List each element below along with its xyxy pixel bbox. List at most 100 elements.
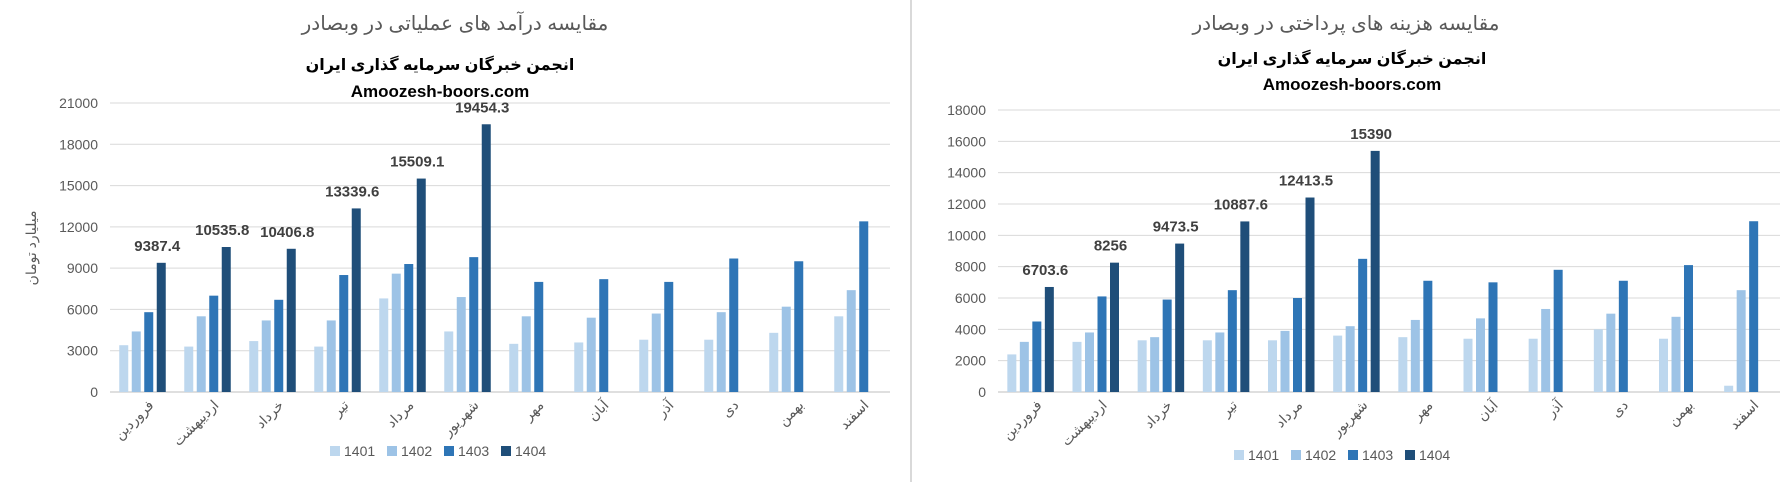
- legend-swatch: [387, 446, 397, 456]
- revenue-chart: مقایسه درآمد های عملیاتی در وبصادر انجمن…: [23, 10, 890, 459]
- bar-1403: [1423, 280, 1433, 392]
- legend: 1401 1402 1403 1404: [330, 443, 546, 459]
- x-tick-label: اردیبهشت: [170, 397, 223, 450]
- y-tick-label: 0: [978, 384, 986, 400]
- bar-1401: [1463, 338, 1473, 392]
- x-tick-label: تیر: [1217, 397, 1241, 421]
- data-label: 13339.6: [325, 183, 379, 200]
- bar-1402: [586, 317, 596, 392]
- bar-1402: [326, 320, 336, 392]
- bar-1402: [131, 331, 141, 392]
- bar-1403: [599, 279, 609, 392]
- bar-1401: [1072, 341, 1082, 392]
- bar-1402: [1150, 337, 1160, 392]
- legend-label: 1403: [458, 443, 489, 459]
- bar-1403: [729, 258, 739, 392]
- x-tick-label: مهر: [1408, 397, 1436, 425]
- bar-1402: [781, 306, 791, 392]
- bar-1404: [1305, 197, 1315, 392]
- legend-swatch: [1405, 450, 1415, 460]
- data-label: 6703.6: [1022, 262, 1068, 279]
- bar-1402: [1736, 290, 1746, 392]
- chart-watermark: Amoozesh-boors.com: [351, 82, 530, 101]
- bar-1402: [1671, 316, 1681, 392]
- x-tick-label: آذر: [1542, 396, 1567, 421]
- bar-1401: [1137, 340, 1147, 392]
- y-tick-label: 21000: [59, 95, 98, 111]
- data-label: 10887.6: [1214, 196, 1268, 213]
- expense-chart: مقایسه هزینه های پرداختی در وبصادر انجمن…: [947, 13, 1780, 463]
- bar-1404: [1110, 262, 1119, 392]
- legend-swatch: [1291, 450, 1301, 460]
- legend-label: 1402: [401, 443, 432, 459]
- bar-1403: [1293, 298, 1302, 392]
- bar-1401: [1659, 338, 1668, 392]
- legend-swatch: [501, 446, 511, 456]
- legend-label: 1403: [1362, 447, 1393, 463]
- bar-1401: [1268, 340, 1277, 392]
- bar-1402: [1410, 319, 1420, 392]
- bar-1404: [156, 262, 166, 392]
- bar-1402: [1541, 308, 1551, 392]
- bar-1403: [404, 264, 414, 392]
- bar-1402: [196, 316, 206, 392]
- bar-1403: [1032, 321, 1042, 392]
- bar-1402: [846, 290, 856, 392]
- bar-1404: [351, 208, 361, 392]
- bar-1403: [859, 221, 869, 392]
- bar-1402: [651, 313, 661, 392]
- bar-1404: [1370, 150, 1380, 392]
- y-tick-label: 3000: [67, 343, 98, 359]
- bar-1402: [521, 316, 531, 392]
- bar-1403: [1684, 265, 1693, 392]
- bar-1403: [664, 281, 674, 392]
- x-tick-label: اسفند: [836, 397, 872, 433]
- bar-1401: [1724, 385, 1734, 392]
- data-label: 19454.3: [455, 99, 509, 116]
- bar-1402: [716, 312, 726, 392]
- bar-1403: [794, 261, 804, 392]
- bar-1401: [704, 339, 714, 392]
- chart-title: مقایسه درآمد های عملیاتی در وبصادر: [301, 10, 609, 35]
- chart-watermark: Amoozesh-boors.com: [1263, 75, 1442, 94]
- x-tick-label: آذر: [653, 396, 678, 421]
- bar-1401: [379, 298, 389, 392]
- bar-1401: [119, 345, 129, 392]
- y-tick-label: 0: [90, 384, 98, 400]
- bar-1404: [1044, 286, 1054, 392]
- bar-1403: [534, 281, 544, 392]
- bar-1403: [1618, 280, 1628, 392]
- bar-1401: [184, 346, 194, 392]
- legend-label: 1401: [344, 443, 375, 459]
- bar-1402: [1280, 330, 1290, 392]
- data-label: 9473.5: [1153, 219, 1199, 236]
- y-tick-label: 9000: [67, 260, 98, 276]
- x-tick-label: بهمن: [1664, 397, 1697, 430]
- y-tick-label: 8000: [955, 259, 986, 275]
- x-tick-label: اسفند: [1726, 397, 1762, 433]
- legend: 1401 1402 1403 1404: [1234, 447, 1450, 463]
- bar-1402: [456, 297, 466, 392]
- plot-area: 0 3000 6000 9000 12000 15000 18000 21000 9387.4 ف…: [59, 95, 890, 459]
- y-tick-label: 6000: [67, 301, 98, 317]
- bar-1402: [1019, 341, 1029, 392]
- x-tick-label: آبان: [585, 396, 613, 424]
- legend-swatch: [330, 446, 340, 456]
- bar-1402: [1476, 318, 1485, 392]
- legend-label: 1402: [1305, 447, 1336, 463]
- revenue-chart-panel: مقایسه درآمد های عملیاتی در وبصادر انجمن…: [23, 10, 890, 459]
- x-tick-label: مرداد: [1272, 397, 1306, 431]
- x-tick-label: اردیبهشت: [1058, 397, 1111, 450]
- y-tick-label: 4000: [955, 321, 986, 337]
- bar-1404: [221, 247, 231, 392]
- x-tick-label: بهمن: [775, 397, 808, 430]
- y-tick-label: 16000: [947, 133, 986, 149]
- x-tick-label: خرداد: [1141, 397, 1176, 432]
- bar-1403: [274, 299, 284, 392]
- bar-1401: [1398, 337, 1408, 392]
- data-label: 10406.8: [260, 224, 314, 241]
- bar-1403: [209, 295, 219, 392]
- x-tick-label: مرداد: [383, 397, 417, 431]
- bar-1401: [834, 316, 844, 392]
- data-label: 8256: [1094, 238, 1127, 255]
